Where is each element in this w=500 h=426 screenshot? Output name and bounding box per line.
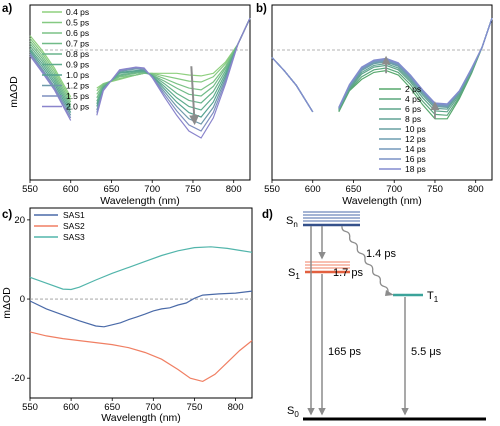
- panel-a-curve-0-9-ps: [29, 17, 251, 111]
- label-sn-s1-time: 1.7 ps: [333, 267, 363, 279]
- panel-b-legend-label: 16 ps: [405, 154, 426, 164]
- panel-b-x-tick-label: 800: [468, 184, 484, 195]
- panel-b-x-label: Wavelength (nm): [342, 195, 422, 207]
- panel-a-legend: 0.4 ps0.5 ps0.6 ps0.7 ps0.8 ps0.9 ps1.0 …: [42, 7, 89, 112]
- panel-c-legend-label: SAS1: [63, 210, 85, 220]
- panel-a-curve-0-7-ps: [29, 17, 251, 106]
- panel-a-legend-label: 0.8 ps: [66, 49, 89, 59]
- panel-c-x-label: Wavelength (nm): [101, 412, 181, 424]
- panel-a: a) 550 600 650 700 750 800 0.4 ps0.5 ps0.6 ps…: [2, 3, 251, 207]
- panel-a-legend-label: 0.4 ps: [66, 7, 89, 17]
- panel-c-x-tick-label: 600: [63, 402, 79, 413]
- panel-a-curve-1-0-ps: [29, 17, 251, 118]
- panel-c-x-tick-label: 800: [228, 402, 244, 413]
- panel-c-x-tick-label: 700: [145, 402, 161, 413]
- panel-a-legend-label: 1.2 ps: [66, 81, 89, 91]
- panel-c-letter: c): [2, 209, 12, 221]
- panel-a-curve-2-0-ps: [29, 17, 251, 139]
- panel-d-letter: d): [262, 209, 273, 221]
- panel-b-letter: b): [256, 3, 267, 15]
- s1-levels: [305, 261, 350, 274]
- state-label-s1: S1: [288, 267, 300, 281]
- panel-b-x-tick-label: 550: [264, 184, 280, 195]
- label-t1-s0-time: 5.5 μs: [411, 346, 442, 358]
- panel-b-frame: [271, 4, 493, 181]
- panel-a-frame: [29, 4, 251, 181]
- arrow-sn-to-t1-head: [385, 290, 394, 296]
- panel-a-curve-0-5-ps: [29, 17, 251, 100]
- panel-a-legend-label: 0.7 ps: [66, 39, 89, 49]
- panel-b-legend-label: 6 ps: [405, 104, 421, 114]
- label-sn-t1-time: 1.4 ps: [366, 248, 396, 260]
- panel-b-legend-label: 8 ps: [405, 114, 421, 124]
- panel-b: b) 550 600 650 700 750 800 2 ps4 ps6 ps8 ps10…: [256, 3, 493, 207]
- panel-b-curves: [271, 17, 493, 120]
- panel-a-trend-arrow: [189, 66, 200, 126]
- panel-c-curve-sas3: [29, 246, 253, 291]
- panel-a-legend-label: 1.0 ps: [66, 70, 89, 80]
- panel-a-x-tick-label: 750: [185, 184, 201, 195]
- panel-a-x-tick-label: 700: [144, 184, 160, 195]
- panel-a-x-tick-label: 550: [22, 184, 38, 195]
- panel-a-legend-label: 1.5 ps: [66, 91, 89, 101]
- panel-a-x-label: Wavelength (nm): [100, 195, 180, 207]
- panel-b-x-tick-label: 700: [386, 184, 402, 195]
- panel-c-x-ticks: 550 600 650 700 750 800: [22, 398, 243, 413]
- panel-a-x-tick-label: 650: [104, 184, 120, 195]
- panel-b-x-tick-label: 650: [346, 184, 362, 195]
- panel-c: c) 550 600 650 700 750 800 -20 0 20 SAS1SAS2SAS…: [1, 207, 253, 424]
- panel-c-x-tick-label: 650: [104, 402, 120, 413]
- panel-a-curve-1-5-ps: [29, 17, 251, 132]
- panel-c-y-tick-label: -20: [11, 373, 25, 384]
- panel-c-y-ticks: -20 0 20: [11, 215, 30, 384]
- panel-b-x-ticks: 550 600 650 700 750 800: [264, 180, 484, 195]
- panel-a-legend-label: 0.9 ps: [66, 60, 89, 70]
- panel-c-y-label: mΔOD: [1, 287, 13, 319]
- panel-a-curve-1-2-ps: [29, 17, 251, 125]
- panel-a-curves: [29, 17, 251, 139]
- panel-b-curve-4-ps: [271, 17, 493, 116]
- panel-b-legend-label: 14 ps: [405, 144, 426, 154]
- panel-a-y-label: mΔOD: [8, 76, 20, 108]
- panel-c-legend-label: SAS3: [63, 232, 85, 242]
- panel-c-y-tick-label: 0: [20, 294, 25, 305]
- panel-c-x-tick-label: 550: [22, 402, 38, 413]
- panel-a-x-tick-label: 600: [63, 184, 79, 195]
- panel-b-x-tick-label: 600: [305, 184, 321, 195]
- panel-b-legend-label: 18 ps: [405, 164, 426, 174]
- panel-b-legend-label: 12 ps: [405, 134, 426, 144]
- panel-a-legend-label: 0.6 ps: [66, 28, 89, 38]
- panel-a-letter: a): [2, 3, 12, 15]
- panel-c-y-tick-label: 20: [14, 215, 25, 226]
- panel-c-frame: [29, 207, 253, 399]
- state-label-sn: Sn: [286, 215, 298, 229]
- panel-b-legend-label: 10 ps: [405, 124, 426, 134]
- panel-c-curve-sas1: [29, 290, 253, 328]
- panel-c-x-tick-label: 750: [187, 402, 203, 413]
- panel-a-curve-0-8-ps: [29, 17, 251, 108]
- panel-a-legend-label: 0.5 ps: [66, 18, 89, 28]
- panel-a-curve-0-4-ps: [29, 17, 251, 98]
- state-label-s0: S0: [287, 405, 299, 419]
- panel-b-legend-label: 2 ps: [405, 84, 421, 94]
- panel-a-x-tick-label: 800: [226, 184, 242, 195]
- panel-d-energy-diagram: d) Sn S1 T1 S0 1.7 ps 1.4 ps: [262, 209, 486, 421]
- arrow-sn-to-t1-wavy: [341, 225, 389, 293]
- panel-c-curve-sas2: [29, 331, 253, 383]
- panel-a-x-ticks: 550 600 650 700 750 800: [22, 180, 242, 195]
- sn-levels: [303, 211, 360, 227]
- panel-b-curve-18-ps: [271, 17, 493, 113]
- state-label-t1: T1: [427, 290, 439, 304]
- label-s1-s0-time: 165 ps: [328, 346, 362, 358]
- panel-c-legend-label: SAS2: [63, 221, 85, 231]
- panel-b-legend-label: 4 ps: [405, 94, 421, 104]
- panel-c-curves: [29, 246, 253, 383]
- panel-a-legend-label: 2.0 ps: [66, 102, 89, 112]
- panel-a-curve-0-6-ps: [29, 17, 251, 103]
- panel-b-x-tick-label: 750: [427, 184, 443, 195]
